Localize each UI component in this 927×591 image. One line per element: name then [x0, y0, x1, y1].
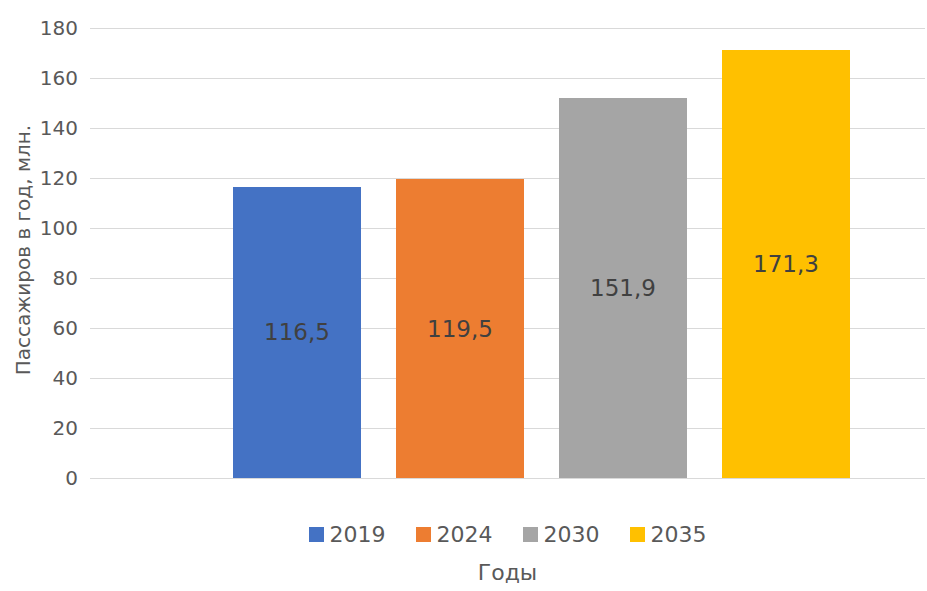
data-label-2024: 119,5 — [396, 316, 524, 342]
legend-item-2024[interactable]: 2024 — [416, 522, 493, 547]
y-tick-label: 60 — [0, 316, 78, 340]
bar-2035[interactable]: 171,3 — [722, 50, 850, 478]
y-tick-label: 20 — [0, 416, 78, 440]
legend-swatch-icon — [416, 527, 431, 542]
data-label-2019: 116,5 — [233, 319, 361, 345]
y-tick-label: 0 — [0, 466, 78, 490]
legend-swatch-icon — [309, 527, 324, 542]
y-tick-label: 140 — [0, 116, 78, 140]
legend-label: 2019 — [330, 522, 386, 547]
y-tick-label: 180 — [0, 16, 78, 40]
bar-2024[interactable]: 119,5 — [396, 179, 524, 478]
y-tick-label: 160 — [0, 66, 78, 90]
legend: 2019 2024 2030 2035 — [90, 522, 925, 547]
data-label-2030: 151,9 — [559, 275, 687, 301]
y-tick-label: 120 — [0, 166, 78, 190]
legend-item-2019[interactable]: 2019 — [309, 522, 386, 547]
y-tick-label: 40 — [0, 366, 78, 390]
gridline — [90, 28, 925, 29]
bar-chart: Пассажиров в год, млн. 02040608010012014… — [0, 0, 927, 591]
legend-item-2030[interactable]: 2030 — [523, 522, 600, 547]
data-label-2035: 171,3 — [722, 251, 850, 277]
legend-swatch-icon — [630, 527, 645, 542]
bar-2030[interactable]: 151,9 — [559, 98, 687, 478]
legend-label: 2024 — [437, 522, 493, 547]
legend-label: 2035 — [651, 522, 707, 547]
bar-2019[interactable]: 116,5 — [233, 187, 361, 478]
y-tick-label: 80 — [0, 266, 78, 290]
legend-item-2035[interactable]: 2035 — [630, 522, 707, 547]
legend-label: 2030 — [544, 522, 600, 547]
legend-swatch-icon — [523, 527, 538, 542]
x-axis-title: Годы — [90, 560, 925, 585]
y-tick-label: 100 — [0, 216, 78, 240]
